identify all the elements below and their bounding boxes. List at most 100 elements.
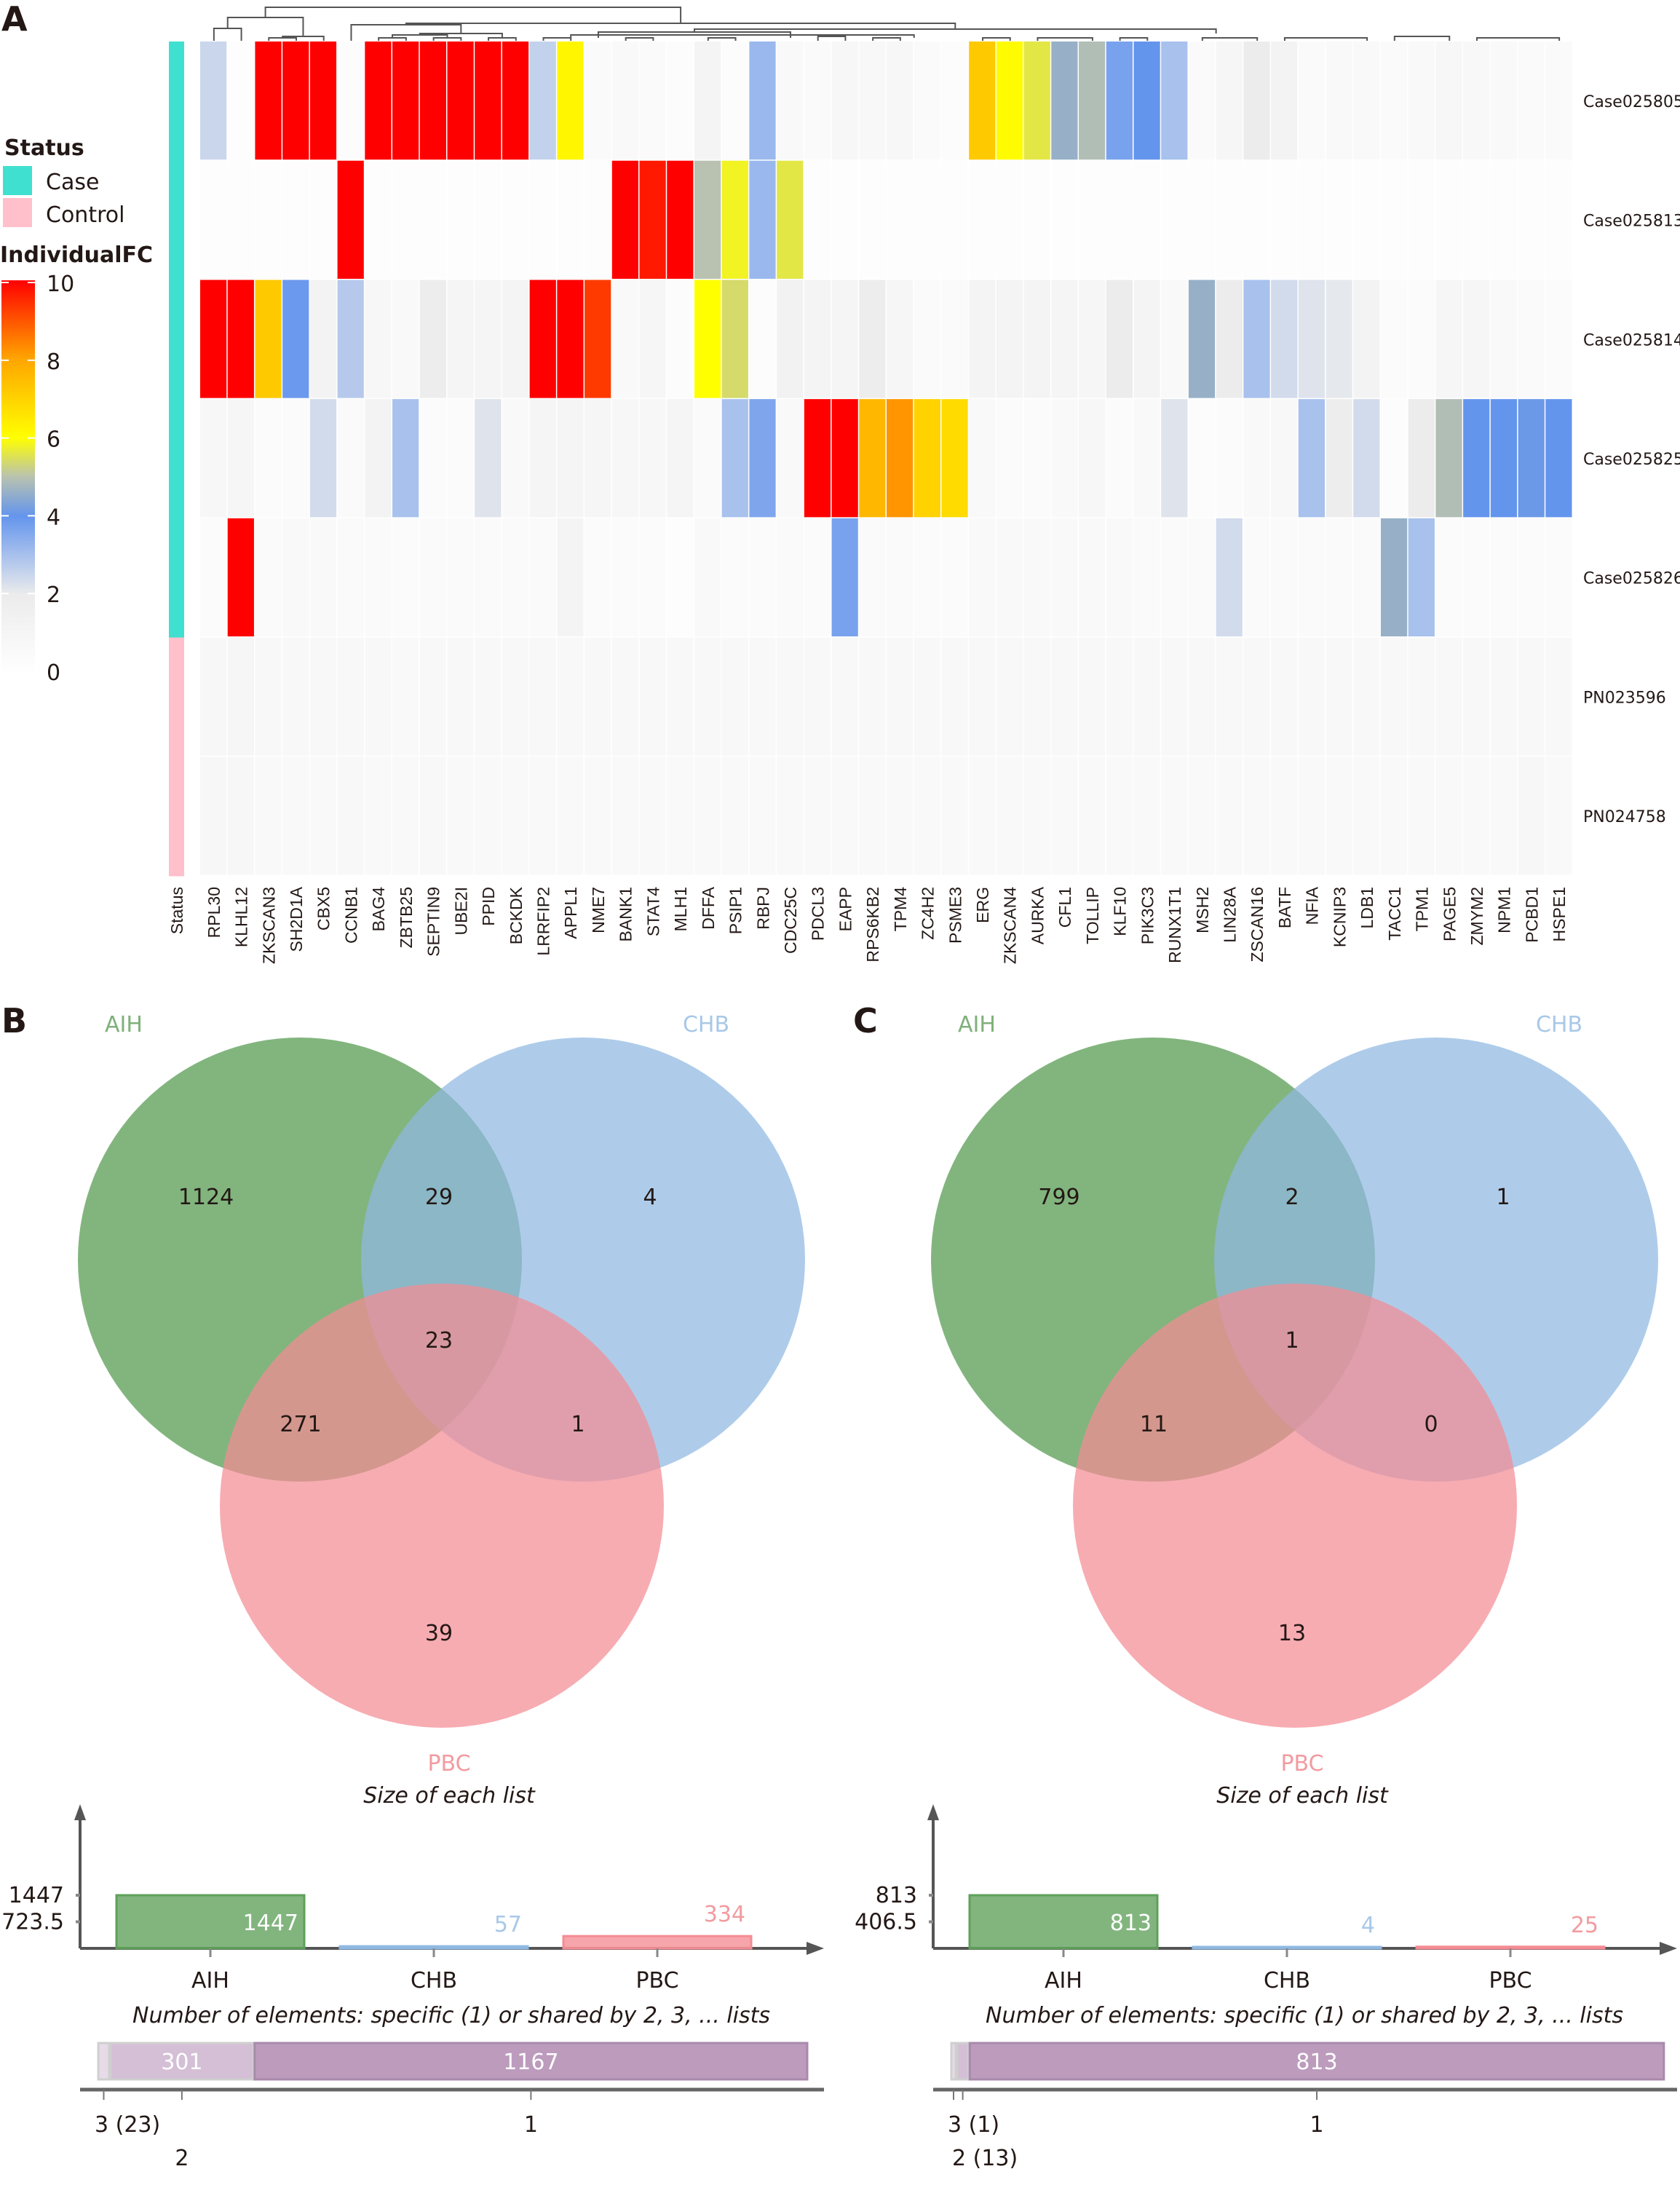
heatmap-cell <box>1023 42 1050 160</box>
heatmap-cell <box>200 280 227 398</box>
heatmap-cell <box>1463 399 1490 518</box>
heatmap-cell <box>859 637 886 756</box>
heatmap-cell <box>392 399 419 518</box>
heatmap-cell <box>777 42 804 160</box>
heatmap-cell <box>282 160 309 279</box>
heatmap-cell <box>667 756 694 875</box>
heatmap-cell <box>667 518 694 637</box>
heatmap-cell <box>1353 160 1380 279</box>
bar-value-label: 25 <box>1571 1913 1598 1938</box>
column-label: UBE2I <box>451 887 470 935</box>
heatmap-cell <box>749 160 776 279</box>
heatmap-cell <box>1051 399 1078 518</box>
shared-tick-label: 3 (23) <box>95 2112 160 2138</box>
heatmap-cell <box>309 42 337 160</box>
colorbar-tick-label: 0 <box>47 660 60 686</box>
heatmap-cell <box>777 756 804 875</box>
heatmap-cell <box>859 518 886 637</box>
heatmap-cell <box>611 637 639 756</box>
heatmap-cell <box>721 399 748 518</box>
heatmap-cell <box>585 518 611 637</box>
column-label: PIK3C3 <box>1138 887 1157 944</box>
heatmap-cell <box>859 756 886 875</box>
heatmap-cell <box>914 399 940 518</box>
colorbar-tick-label: 10 <box>47 272 74 297</box>
heatmap-cells <box>200 42 1572 875</box>
heatmap-cell <box>1326 637 1352 756</box>
column-label: HSPE1 <box>1550 887 1569 941</box>
heatmap-cell <box>887 399 914 518</box>
column-label: BAG4 <box>369 887 388 932</box>
heatmap-cell <box>255 756 282 875</box>
heatmap-cell <box>777 637 804 756</box>
heatmap-cell <box>1408 399 1435 518</box>
y-tick-label: 406.5 <box>855 1910 917 1935</box>
heatmap-cell <box>1298 637 1326 756</box>
heatmap-cell <box>694 42 721 160</box>
heatmap-cell <box>1545 637 1572 756</box>
legend-swatch-control <box>3 198 32 227</box>
status-annotation-column <box>169 42 184 877</box>
heatmap-cell <box>1518 42 1545 160</box>
heatmap-cell <box>447 280 474 398</box>
status-legend-title: Status <box>4 135 84 161</box>
colorbar-tick-label: 8 <box>47 349 60 375</box>
heatmap-cell <box>694 399 721 518</box>
heatmap-cell <box>447 42 474 160</box>
heatmap-cell <box>1545 42 1572 160</box>
heatmap-cell <box>1380 637 1408 756</box>
heatmap-cell <box>694 637 721 756</box>
heatmap-cell <box>749 399 776 518</box>
column-label: RPS6KB2 <box>863 887 882 963</box>
heatmap-cell <box>1518 280 1545 398</box>
venn-count-chb-only: 4 <box>643 1185 657 1210</box>
heatmap-cell <box>611 160 639 279</box>
heatmap-cell <box>887 42 914 160</box>
heatmap-cell <box>1353 756 1380 875</box>
heatmap-cell <box>996 280 1023 398</box>
heatmap-cell <box>1326 399 1352 518</box>
y-axis-arrow <box>74 1804 86 1820</box>
heatmap-cell <box>694 280 721 398</box>
heatmap-cell <box>309 280 337 398</box>
dendrogram-branch <box>432 37 462 41</box>
heatmap-cell <box>585 756 611 875</box>
colorbar-tick-label: 2 <box>47 582 60 608</box>
heatmap-cell <box>1271 42 1298 160</box>
heatmap-cell <box>447 756 474 875</box>
heatmap-cell <box>1435 756 1462 875</box>
heatmap-cell <box>392 518 419 637</box>
heatmap-cell <box>941 160 968 279</box>
heatmap-cell <box>1518 637 1545 756</box>
heatmap-cell <box>1133 399 1160 518</box>
heatmap-cell <box>1106 399 1133 518</box>
column-label: SEPTIN9 <box>424 887 443 957</box>
dendrogram-branch <box>872 37 901 41</box>
heatmap-cell <box>639 160 666 279</box>
heatmap-cell <box>611 399 639 518</box>
heatmap-cell <box>1408 42 1435 160</box>
shared-tick-label: 2 (13) <box>952 2146 1018 2171</box>
column-label: RBPJ <box>753 887 772 930</box>
colorbar-tick-label: 4 <box>47 505 60 530</box>
heatmap-cell <box>969 756 996 875</box>
heatmap-cell <box>502 637 529 756</box>
heatmap-cell <box>1490 42 1518 160</box>
panel-letter-c: C <box>853 1001 878 1040</box>
heatmap-cell <box>831 280 858 398</box>
heatmap-cell <box>255 518 282 637</box>
heatmap-cell <box>282 280 309 398</box>
heatmap-cell <box>969 280 996 398</box>
heatmap-cell <box>419 160 446 279</box>
list-size-title: Size of each list <box>363 1783 536 1809</box>
status-cell-control <box>169 637 184 757</box>
heatmap-cell <box>1161 42 1188 160</box>
heatmap-cell <box>969 518 996 637</box>
heatmap-cell <box>611 280 639 398</box>
x-tick-label: CHB <box>1264 1968 1310 1994</box>
heatmap-cell <box>585 42 611 160</box>
heatmap-cell <box>1408 756 1435 875</box>
y-axis-arrow <box>927 1804 939 1820</box>
dendrogram-branch <box>268 37 298 41</box>
heatmap-cell <box>1435 280 1462 398</box>
